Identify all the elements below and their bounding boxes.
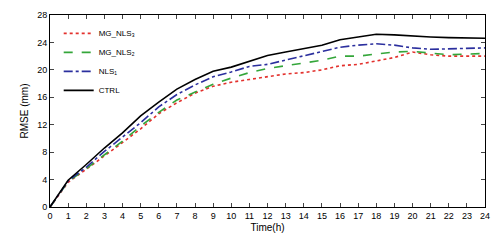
svg-text:19: 19 <box>389 211 399 221</box>
svg-text:0: 0 <box>42 202 47 212</box>
svg-text:21: 21 <box>426 211 436 221</box>
svg-text:17: 17 <box>353 211 363 221</box>
svg-text:16: 16 <box>335 211 345 221</box>
svg-text:23: 23 <box>462 211 472 221</box>
svg-text:18: 18 <box>371 211 381 221</box>
svg-text:24: 24 <box>37 38 47 48</box>
svg-text:3: 3 <box>102 211 107 221</box>
svg-text:8: 8 <box>192 211 197 221</box>
svg-text:RMSE (mm): RMSE (mm) <box>19 84 30 139</box>
svg-text:7: 7 <box>174 211 179 221</box>
svg-text:20: 20 <box>407 211 417 221</box>
svg-text:MG_NLS₃: MG_NLS₃ <box>99 29 135 38</box>
svg-text:Time(h): Time(h) <box>250 222 284 233</box>
svg-text:4: 4 <box>42 175 47 185</box>
svg-text:11: 11 <box>245 211 254 221</box>
svg-text:0: 0 <box>47 211 52 221</box>
svg-text:22: 22 <box>444 211 454 221</box>
svg-text:14: 14 <box>299 211 309 221</box>
svg-text:13: 13 <box>281 211 291 221</box>
svg-text:24: 24 <box>480 211 490 221</box>
svg-text:10: 10 <box>226 211 236 221</box>
svg-text:MG_NLS₂: MG_NLS₂ <box>99 48 135 57</box>
svg-text:NLS₁: NLS₁ <box>99 67 118 76</box>
svg-text:1: 1 <box>66 211 71 221</box>
svg-text:9: 9 <box>211 211 216 221</box>
svg-text:6: 6 <box>156 211 161 221</box>
svg-text:4: 4 <box>120 211 125 221</box>
svg-text:2: 2 <box>84 211 89 221</box>
svg-text:CTRL: CTRL <box>99 86 120 95</box>
svg-text:16: 16 <box>37 92 47 102</box>
svg-text:28: 28 <box>37 10 47 20</box>
svg-text:15: 15 <box>317 211 327 221</box>
svg-text:12: 12 <box>37 120 47 130</box>
svg-text:5: 5 <box>138 211 143 221</box>
svg-text:20: 20 <box>37 65 47 75</box>
svg-text:8: 8 <box>42 147 47 157</box>
svg-text:12: 12 <box>262 211 272 221</box>
